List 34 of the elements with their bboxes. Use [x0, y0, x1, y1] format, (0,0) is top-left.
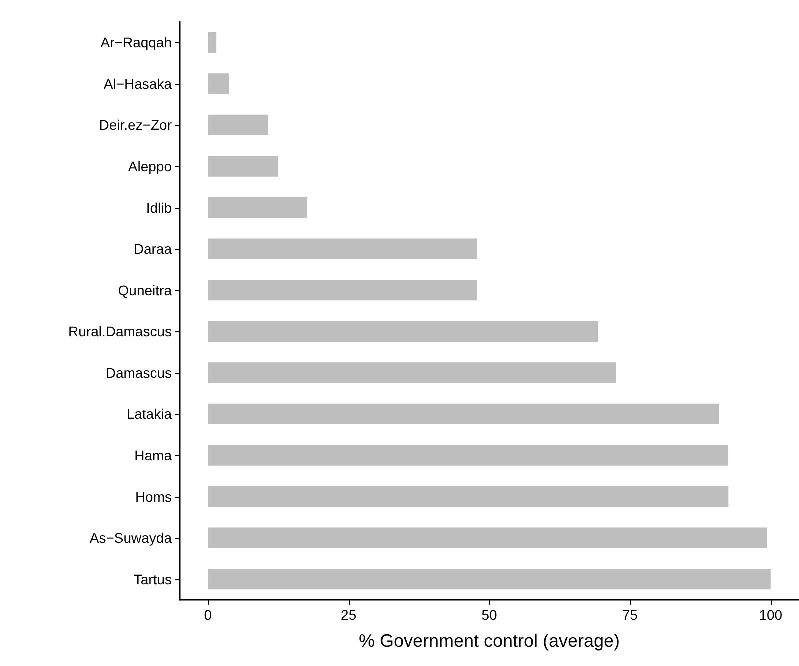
x-tick-label: 100: [759, 607, 783, 623]
y-tick-label: Ar−Raqqah: [100, 34, 172, 51]
bar: [208, 197, 308, 218]
y-tick-label: Damascus: [106, 364, 172, 381]
y-tick-label: Idlib: [146, 200, 172, 216]
x-axis-title: % Government control (average): [358, 631, 620, 651]
x-tick-label: 50: [482, 607, 498, 623]
y-tick-label: Hama: [134, 448, 172, 464]
bar: [208, 32, 217, 53]
y-tick-label: Daraa: [134, 241, 172, 258]
y-tick-label: Quneitra: [118, 282, 172, 298]
x-tick-label: 75: [622, 607, 638, 623]
bar: [208, 156, 278, 177]
bar: [208, 114, 268, 136]
bar: [208, 404, 720, 425]
bar: [208, 445, 728, 466]
y-tick-label: As−Suwayda: [90, 530, 172, 546]
bar: [208, 321, 598, 342]
bar: [208, 528, 768, 548]
y-tick-label: Deir.ez−Zor: [99, 117, 172, 134]
x-tick-label: 0: [204, 607, 212, 623]
bar: [208, 238, 478, 260]
bar: [208, 74, 230, 94]
y-tick-label: Aleppo: [128, 158, 172, 174]
bar: [208, 362, 616, 384]
x-tick-label: 25: [341, 607, 357, 623]
y-tick-label: Al−Hasaka: [104, 76, 172, 92]
y-tick-label: Homs: [135, 488, 172, 505]
y-tick-label: Rural.Damascus: [68, 324, 172, 340]
bar: [208, 486, 729, 508]
bar: [208, 569, 771, 590]
y-tick-label: Tartus: [134, 571, 172, 588]
y-tick-label: Latakia: [126, 406, 172, 422]
bar: [208, 280, 478, 301]
